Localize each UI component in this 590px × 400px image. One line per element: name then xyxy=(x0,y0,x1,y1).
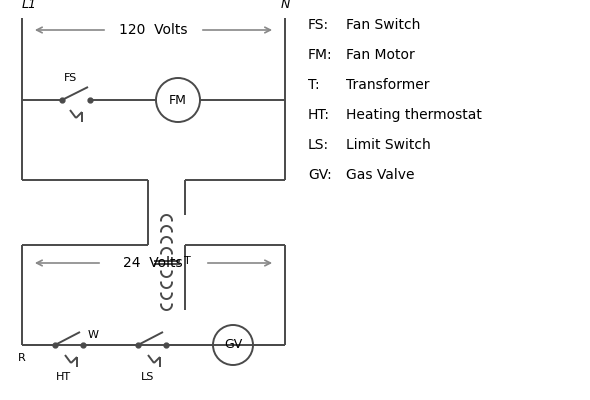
Text: Heating thermostat: Heating thermostat xyxy=(346,108,482,122)
Text: Fan Motor: Fan Motor xyxy=(346,48,415,62)
Text: N: N xyxy=(280,0,290,12)
Text: FS:: FS: xyxy=(308,18,329,32)
Text: FM: FM xyxy=(169,94,187,106)
Text: LS: LS xyxy=(142,372,155,382)
Text: FM:: FM: xyxy=(308,48,333,62)
Text: FS: FS xyxy=(64,73,77,83)
Text: Fan Switch: Fan Switch xyxy=(346,18,420,32)
Text: L1: L1 xyxy=(22,0,37,12)
Text: R: R xyxy=(18,353,26,363)
Text: Transformer: Transformer xyxy=(346,78,430,92)
Text: Gas Valve: Gas Valve xyxy=(346,168,415,182)
Text: GV:: GV: xyxy=(308,168,332,182)
Text: HT:: HT: xyxy=(308,108,330,122)
Text: 120  Volts: 120 Volts xyxy=(119,23,187,37)
Text: Limit Switch: Limit Switch xyxy=(346,138,431,152)
Text: LS:: LS: xyxy=(308,138,329,152)
Text: 24  Volts: 24 Volts xyxy=(123,256,183,270)
Text: T:: T: xyxy=(308,78,320,92)
Text: W: W xyxy=(88,330,99,340)
Text: HT: HT xyxy=(55,372,71,382)
Text: GV: GV xyxy=(224,338,242,352)
Text: T: T xyxy=(185,256,191,266)
